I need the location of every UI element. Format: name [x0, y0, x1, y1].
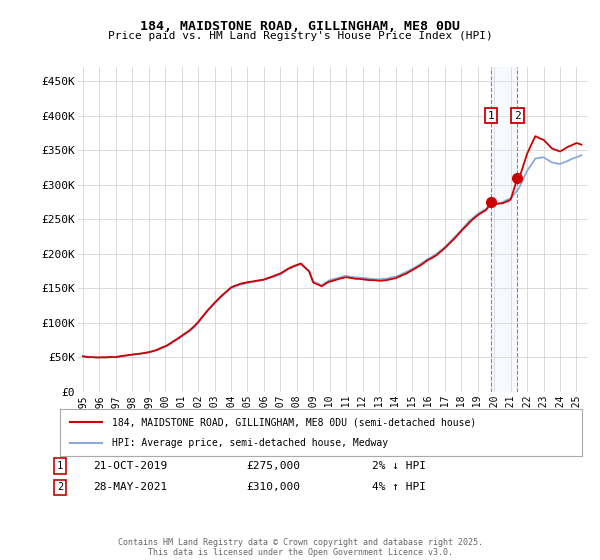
Text: Price paid vs. HM Land Registry's House Price Index (HPI): Price paid vs. HM Land Registry's House …: [107, 31, 493, 41]
Text: £275,000: £275,000: [246, 461, 300, 471]
Bar: [491, 67, 517, 392]
Text: 1: 1: [57, 461, 63, 471]
Text: 2: 2: [514, 110, 521, 120]
Text: 21-OCT-2019: 21-OCT-2019: [93, 461, 167, 471]
Text: 2% ↓ HPI: 2% ↓ HPI: [372, 461, 426, 471]
Text: HPI: Average price, semi-detached house, Medway: HPI: Average price, semi-detached house,…: [112, 438, 388, 448]
Text: 28-MAY-2021: 28-MAY-2021: [93, 482, 167, 492]
Text: Contains HM Land Registry data © Crown copyright and database right 2025.
This d: Contains HM Land Registry data © Crown c…: [118, 538, 482, 557]
Text: 184, MAIDSTONE ROAD, GILLINGHAM, ME8 0DU: 184, MAIDSTONE ROAD, GILLINGHAM, ME8 0DU: [140, 20, 460, 32]
Text: 1: 1: [488, 110, 494, 120]
Text: 4% ↑ HPI: 4% ↑ HPI: [372, 482, 426, 492]
Text: £310,000: £310,000: [246, 482, 300, 492]
Text: 2: 2: [57, 482, 63, 492]
Text: 184, MAIDSTONE ROAD, GILLINGHAM, ME8 0DU (semi-detached house): 184, MAIDSTONE ROAD, GILLINGHAM, ME8 0DU…: [112, 417, 476, 427]
